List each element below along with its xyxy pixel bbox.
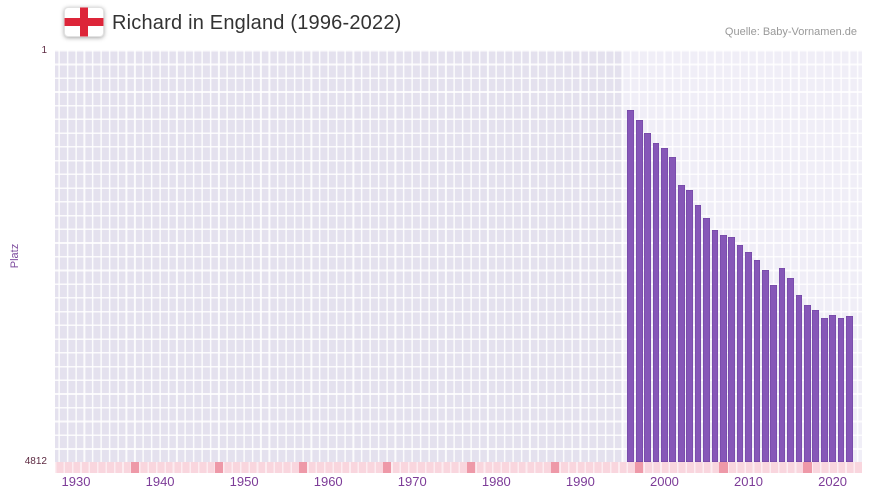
- x-tick-2000: 2000: [649, 474, 679, 489]
- bar-2009: [736, 245, 744, 462]
- bar-2008: [728, 237, 736, 462]
- x-tick-1950: 1950: [229, 474, 259, 489]
- bar-2012: [761, 270, 769, 462]
- timeline-marker-1947: [214, 462, 224, 473]
- timeline-marker-2017: [803, 462, 812, 473]
- y-axis-label: Platz: [9, 243, 21, 269]
- plot-area: [55, 50, 862, 462]
- x-tick-1960: 1960: [313, 474, 343, 489]
- bar-1999: [652, 143, 660, 462]
- x-tick-1940: 1940: [145, 474, 175, 489]
- bar-2005: [703, 217, 710, 462]
- bar-2000: [661, 147, 668, 462]
- bar-2014: [778, 268, 786, 462]
- bar-2006: [711, 229, 719, 462]
- bar-2015: [787, 277, 794, 462]
- y-tick-top: 1: [41, 45, 47, 56]
- bar-1997: [635, 120, 643, 462]
- bar-2022: [846, 316, 853, 462]
- bar-2018: [812, 310, 820, 462]
- timeline-marker-1977: [466, 462, 476, 473]
- bar-1996: [627, 109, 635, 462]
- bar-2003: [686, 190, 694, 462]
- timeline-marker-1997: [635, 462, 644, 473]
- england-flag-icon: [64, 7, 104, 37]
- bar-2011: [753, 259, 761, 462]
- x-axis-ticks: 1930 1940 1950 1960 1970 1980 1990 2000 2010 2020: [55, 472, 862, 494]
- bar-2001: [669, 156, 677, 462]
- timeline-marker-1937: [130, 462, 140, 473]
- bar-2019: [820, 317, 828, 462]
- bar-1998: [644, 132, 651, 462]
- x-tick-1980: 1980: [481, 474, 511, 489]
- bar-2020: [829, 314, 836, 462]
- bar-2021: [837, 317, 845, 462]
- bar-2013: [770, 285, 778, 462]
- x-tick-2010: 2010: [734, 474, 763, 489]
- bar-2010: [745, 252, 752, 462]
- y-tick-bottom: 4812: [24, 456, 47, 467]
- grid-lines: [55, 50, 862, 462]
- timeline-marker-1967: [382, 462, 392, 473]
- source-attribution: Quelle: Baby-Vornamen.de: [724, 26, 857, 38]
- bar-2004: [694, 204, 702, 462]
- bar-2016: [795, 294, 803, 462]
- bar-2017: [803, 305, 811, 462]
- x-tick-1930: 1930: [61, 474, 91, 489]
- x-tick-1990: 1990: [565, 474, 595, 489]
- timeline-marker-1987: [550, 462, 560, 473]
- bar-2002: [677, 185, 685, 462]
- timeline-marker-2007: [719, 462, 728, 473]
- chart-title: Richard in England (1996-2022): [112, 12, 402, 34]
- timeline-marker-1957: [298, 462, 308, 473]
- x-tick-1970: 1970: [397, 474, 427, 489]
- bars-container: [55, 50, 862, 462]
- bar-2007: [719, 234, 727, 462]
- timeline-strip: [55, 462, 862, 473]
- x-tick-2020: 2020: [818, 474, 848, 489]
